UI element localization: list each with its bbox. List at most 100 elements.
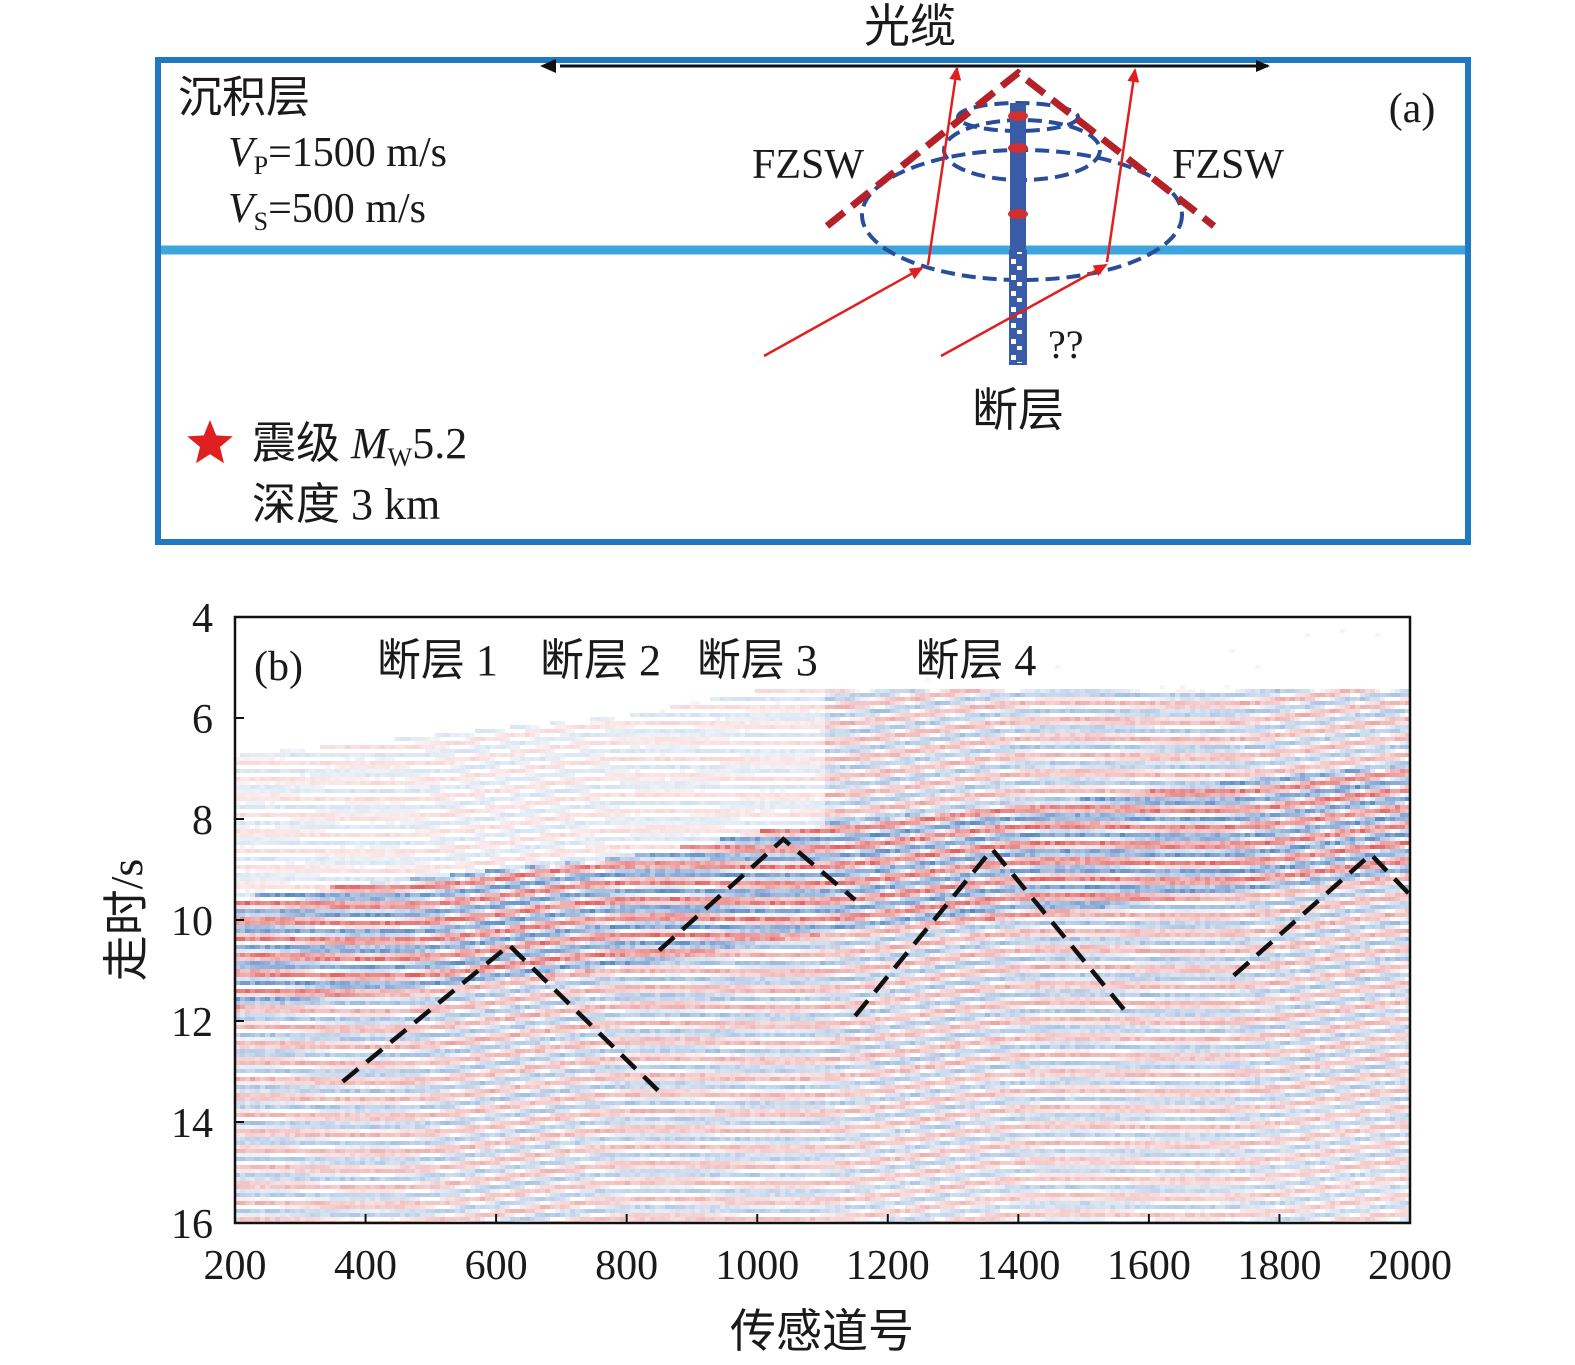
heatmap-cell bbox=[335, 1145, 340, 1149]
heatmap-cell bbox=[245, 953, 250, 957]
heatmap-cell bbox=[275, 957, 280, 961]
heatmap-cell bbox=[345, 1001, 350, 1005]
heatmap-cell bbox=[325, 1153, 330, 1157]
heatmap-cell bbox=[240, 813, 245, 817]
heatmap-cell bbox=[300, 957, 305, 961]
heatmap-cell bbox=[280, 881, 285, 885]
heatmap-cell bbox=[270, 777, 275, 781]
heatmap-cell bbox=[350, 945, 355, 949]
heatmap-cell bbox=[265, 893, 270, 897]
heatmap-cell bbox=[360, 1065, 365, 1069]
heatmap-cell bbox=[240, 865, 245, 869]
heatmap-cell bbox=[345, 805, 350, 809]
heatmap-cell bbox=[350, 981, 355, 985]
heatmap-cell bbox=[275, 1061, 280, 1065]
heatmap-cell bbox=[245, 1045, 250, 1049]
heatmap-cell bbox=[260, 837, 265, 841]
heatmap-cell bbox=[310, 1049, 315, 1053]
heatmap-cell bbox=[285, 1017, 290, 1021]
heatmap-cell bbox=[300, 1097, 305, 1101]
heatmap-cell bbox=[250, 1013, 255, 1017]
heatmap-cell bbox=[255, 777, 260, 781]
heatmap-cell bbox=[270, 1121, 275, 1125]
heatmap-cell bbox=[240, 909, 245, 913]
heatmap-cell bbox=[290, 873, 295, 877]
heatmap-cell bbox=[350, 1121, 355, 1125]
heatmap-cell bbox=[320, 1109, 325, 1113]
heatmap-cell bbox=[340, 849, 345, 853]
heatmap-cell bbox=[320, 1149, 325, 1153]
heatmap-cell bbox=[275, 981, 280, 985]
heatmap-cell bbox=[335, 1085, 340, 1089]
heatmap-cell bbox=[285, 829, 290, 833]
heatmap-cell bbox=[305, 861, 310, 865]
heatmap-cell bbox=[250, 1141, 255, 1145]
heatmap-cell bbox=[285, 1181, 290, 1185]
heatmap-cell bbox=[345, 1025, 350, 1029]
heatmap-cell bbox=[285, 929, 290, 933]
heatmap-cell bbox=[295, 1165, 300, 1169]
heatmap-cell bbox=[345, 1209, 350, 1213]
heatmap-cell bbox=[360, 1145, 365, 1149]
heatmap-cell bbox=[315, 1093, 320, 1097]
heatmap-cell bbox=[335, 1117, 340, 1121]
heatmap-cell bbox=[300, 921, 305, 925]
heatmap-cell bbox=[315, 941, 320, 945]
heatmap-cell bbox=[335, 1193, 340, 1197]
heatmap-cell bbox=[315, 1157, 320, 1161]
heatmap-cell bbox=[255, 1189, 260, 1193]
heatmap-cell bbox=[290, 1073, 295, 1077]
heatmap-cell bbox=[370, 933, 375, 937]
heatmap-cell bbox=[285, 749, 290, 753]
heatmap-cell bbox=[285, 1217, 290, 1221]
heatmap-cell bbox=[280, 929, 285, 933]
heatmap-cell bbox=[350, 849, 355, 853]
heatmap-cell bbox=[340, 917, 345, 921]
heatmap-cell bbox=[275, 1209, 280, 1213]
heatmap-cell bbox=[250, 1113, 255, 1117]
heatmap-cell bbox=[345, 1213, 350, 1217]
heatmap-cell bbox=[355, 1125, 360, 1129]
heatmap-cell bbox=[265, 1193, 270, 1197]
heatmap-cell bbox=[260, 1021, 265, 1025]
heatmap-cell bbox=[270, 873, 275, 877]
heatmap-cell bbox=[370, 1037, 375, 1041]
heatmap-cell bbox=[295, 1133, 300, 1137]
heatmap-cell bbox=[240, 1125, 245, 1129]
heatmap-cell bbox=[355, 825, 360, 829]
heatmap-cell bbox=[285, 989, 290, 993]
heatmap-cell bbox=[315, 769, 320, 773]
heatmap-cell bbox=[305, 1061, 310, 1065]
heatmap-cell bbox=[345, 857, 350, 861]
heatmap-cell bbox=[345, 1201, 350, 1205]
heatmap-cell bbox=[355, 909, 360, 913]
heatmap-cell bbox=[340, 809, 345, 813]
heatmap-cell bbox=[245, 797, 250, 801]
heatmap-cell bbox=[315, 1185, 320, 1189]
heatmap-cell bbox=[300, 909, 305, 913]
heatmap-cell bbox=[340, 825, 345, 829]
heatmap-cell bbox=[355, 1037, 360, 1041]
heatmap-cell bbox=[245, 1165, 250, 1169]
heatmap-cell bbox=[285, 1185, 290, 1189]
heatmap-cell bbox=[340, 1029, 345, 1033]
heatmap-cell bbox=[275, 945, 280, 949]
heatmap-cell bbox=[260, 949, 265, 953]
heatmap-cell bbox=[310, 1213, 315, 1217]
heatmap-cell bbox=[285, 821, 290, 825]
heatmap-cell bbox=[255, 821, 260, 825]
heatmap-cell bbox=[340, 897, 345, 901]
heatmap-cell bbox=[265, 977, 270, 981]
heatmap-cell bbox=[245, 933, 250, 937]
heatmap-cell bbox=[300, 997, 305, 1001]
heatmap-cell bbox=[265, 837, 270, 841]
heatmap-cell bbox=[330, 817, 335, 821]
heatmap-cell bbox=[285, 893, 290, 897]
heatmap-cell bbox=[285, 825, 290, 829]
heatmap-cell bbox=[315, 961, 320, 965]
heatmap-cell bbox=[290, 793, 295, 797]
heatmap-cell bbox=[350, 1157, 355, 1161]
heatmap-cell bbox=[365, 841, 370, 845]
heatmap-cell bbox=[305, 1049, 310, 1053]
heatmap-cell bbox=[355, 1105, 360, 1109]
